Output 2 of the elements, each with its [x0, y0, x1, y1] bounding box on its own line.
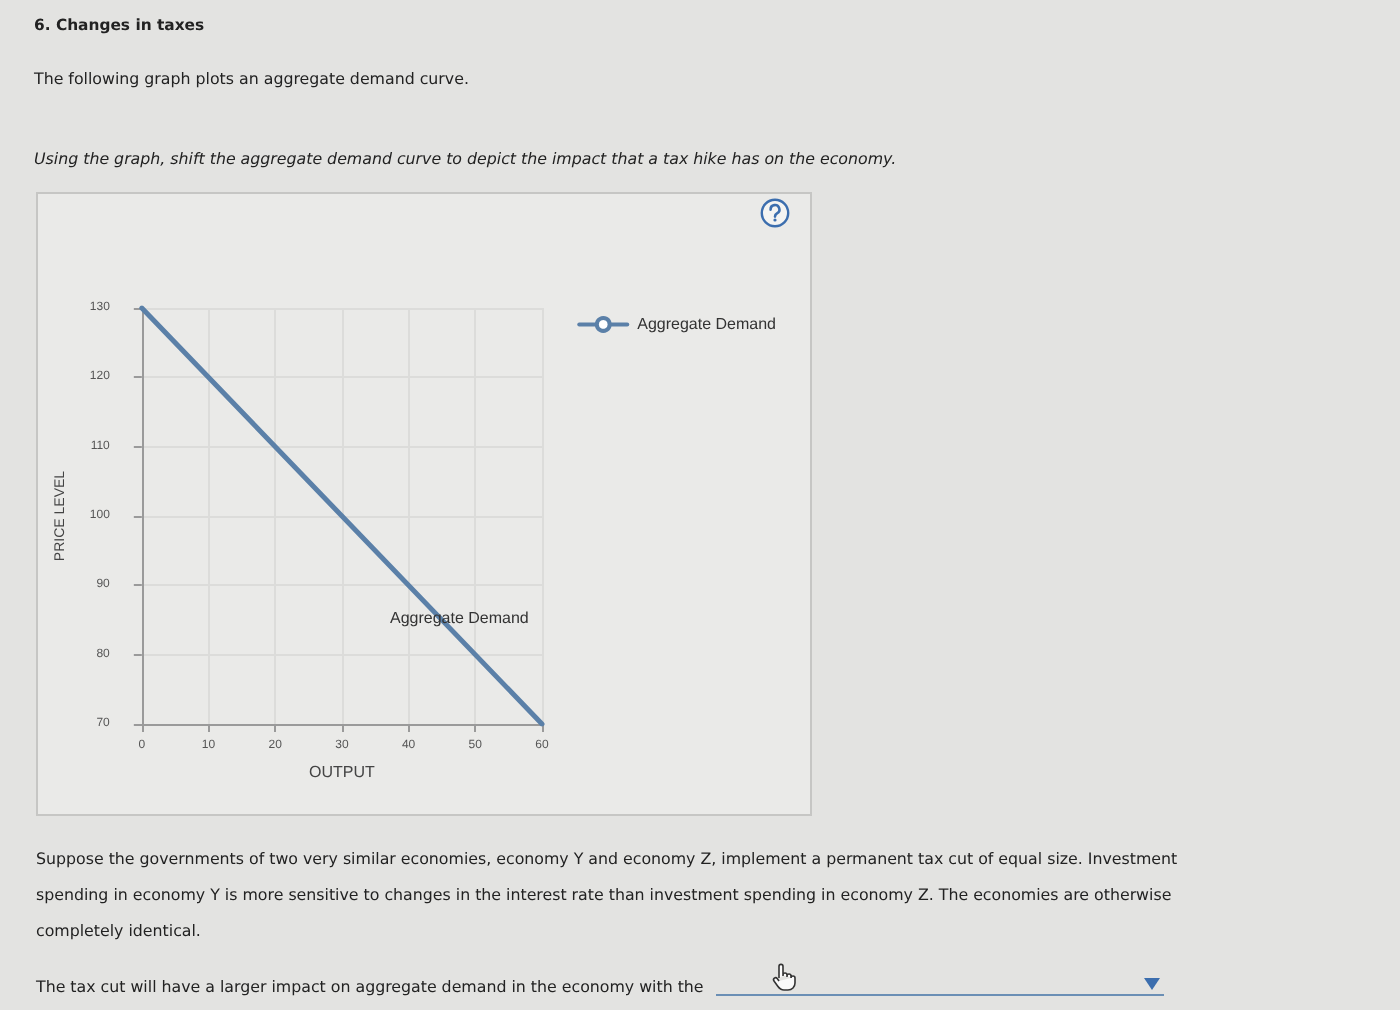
- x-axis-title: OUTPUT: [309, 763, 376, 781]
- legend-label: Aggregate Demand: [637, 315, 777, 334]
